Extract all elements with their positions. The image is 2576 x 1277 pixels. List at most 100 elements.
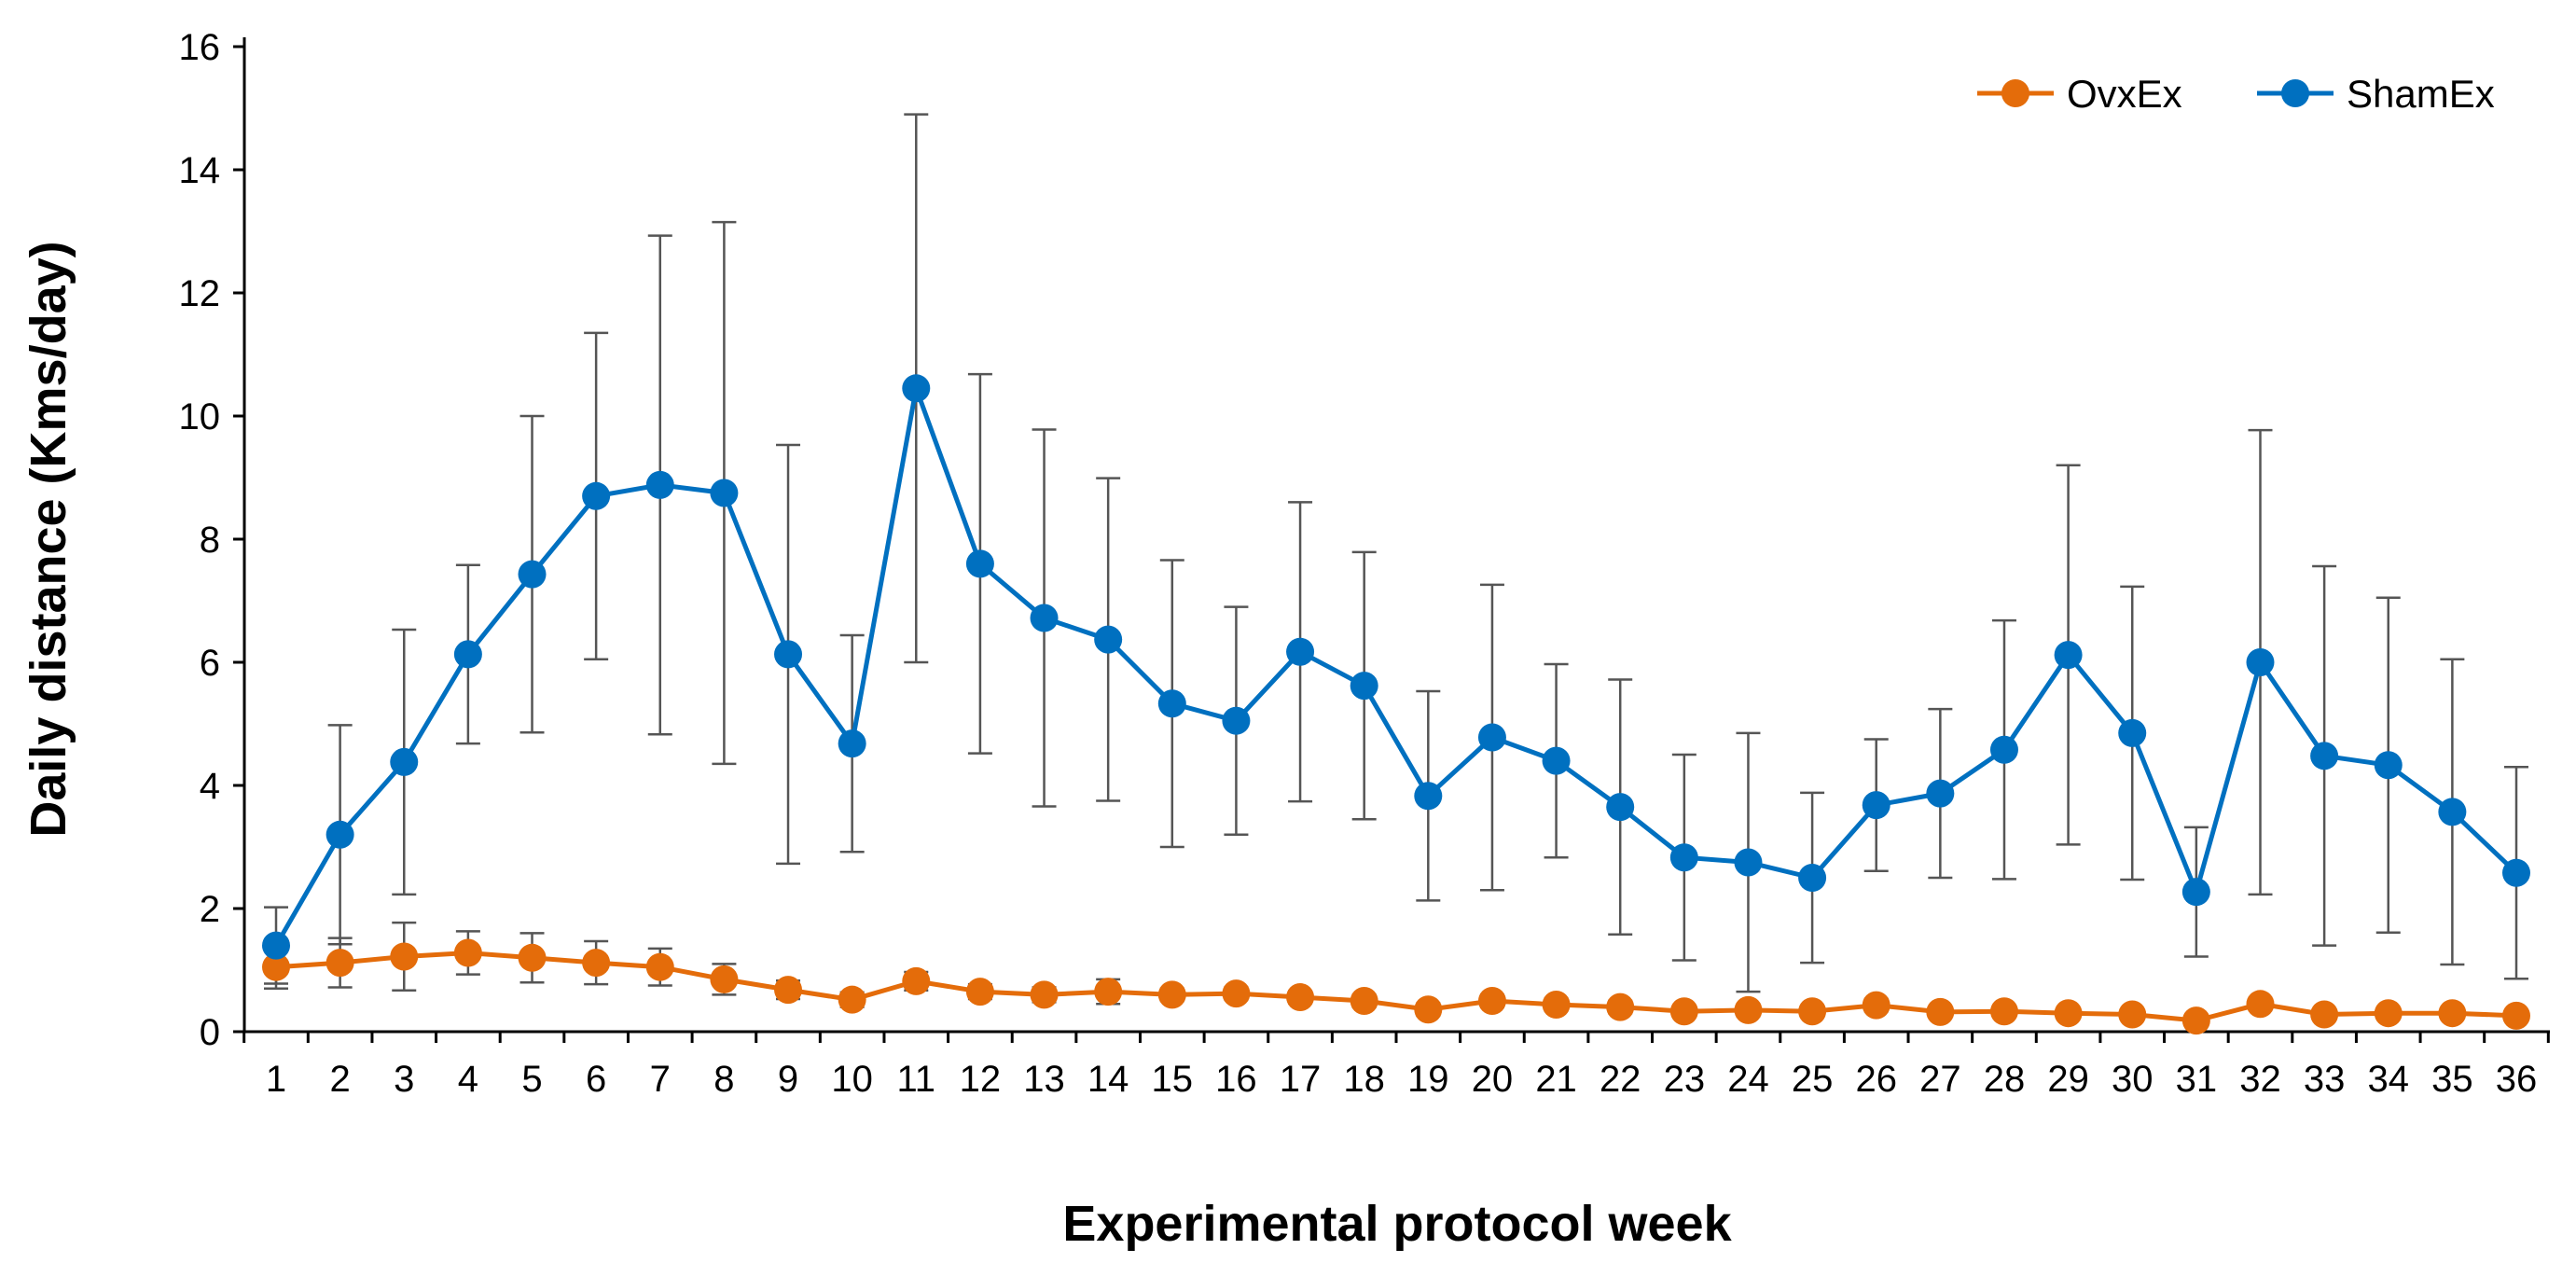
data-point-shamex <box>1669 843 1698 872</box>
data-point-shamex <box>965 549 994 578</box>
x-tick-label: 6 <box>586 1059 606 1100</box>
data-point-ovxex <box>774 976 803 1005</box>
x-tick-label: 28 <box>1984 1059 2026 1100</box>
legend-label: ShamEx <box>2347 72 2495 116</box>
data-point-ovxex <box>1414 995 1443 1024</box>
data-point-ovxex <box>582 949 611 978</box>
data-point-shamex <box>262 931 290 960</box>
data-point-shamex <box>1414 782 1443 811</box>
data-point-shamex <box>2054 641 2083 670</box>
data-point-ovxex <box>1477 987 1506 1015</box>
series-line-shamex <box>273 379 2518 947</box>
x-tick-label: 34 <box>2367 1059 2409 1100</box>
y-tick-label: 4 <box>200 766 220 807</box>
data-point-shamex <box>325 820 354 849</box>
data-point-ovxex <box>2246 990 2275 1019</box>
data-point-shamex <box>582 481 611 510</box>
legend-marker <box>2001 79 2029 107</box>
y-tick-label: 12 <box>179 273 221 314</box>
data-point-shamex <box>453 640 482 669</box>
data-point-ovxex <box>710 965 739 993</box>
data-point-shamex <box>2246 648 2275 676</box>
legend-marker <box>2281 79 2309 107</box>
legend-item-ovxex: OvxEx <box>1977 72 2182 116</box>
data-point-ovxex <box>1669 997 1698 1026</box>
data-point-ovxex <box>838 985 866 1014</box>
data-point-ovxex <box>965 978 994 1006</box>
data-point-ovxex <box>1798 997 1827 1026</box>
x-tick-label: 8 <box>713 1059 734 1100</box>
data-point-shamex <box>1030 604 1059 632</box>
data-point-ovxex <box>453 938 482 967</box>
x-tick-label: 7 <box>650 1059 671 1100</box>
x-tick-label: 5 <box>521 1059 542 1100</box>
data-point-shamex <box>1606 793 1635 822</box>
data-point-shamex <box>1734 848 1763 877</box>
x-tick-label: 14 <box>1087 1059 1129 1100</box>
data-point-ovxex <box>1350 987 1378 1015</box>
data-point-shamex <box>2438 798 2467 826</box>
data-point-ovxex <box>390 942 419 971</box>
data-point-shamex <box>518 560 547 589</box>
x-tick-label: 3 <box>394 1059 414 1100</box>
data-point-shamex <box>2374 751 2403 780</box>
x-tick-label: 24 <box>1727 1059 1769 1100</box>
x-tick-label: 33 <box>2304 1059 2346 1100</box>
x-tick-label: 31 <box>2176 1059 2218 1100</box>
data-point-shamex <box>710 479 739 507</box>
data-point-shamex <box>1157 689 1186 718</box>
x-axis-title: Experimental protocol week <box>1062 1196 1732 1252</box>
data-point-shamex <box>2310 742 2339 770</box>
data-point-shamex <box>1798 864 1827 892</box>
x-tick-label: 11 <box>897 1059 936 1100</box>
data-point-ovxex <box>1286 983 1315 1012</box>
data-point-ovxex <box>2374 999 2403 1028</box>
data-point-shamex <box>1989 735 2018 764</box>
data-point-shamex <box>1286 637 1315 666</box>
x-tick-label: 12 <box>960 1059 1002 1100</box>
x-tick-label: 30 <box>2112 1059 2154 1100</box>
data-point-shamex <box>1542 746 1571 775</box>
data-point-shamex <box>2502 858 2530 887</box>
legend-item-shamex: ShamEx <box>2257 72 2495 116</box>
data-point-ovxex <box>645 952 674 981</box>
y-tick-label: 8 <box>200 520 220 561</box>
data-point-ovxex <box>1542 990 1571 1019</box>
data-point-ovxex <box>902 966 931 995</box>
data-point-ovxex <box>325 949 354 978</box>
data-point-ovxex <box>262 952 290 981</box>
data-point-ovxex <box>1157 980 1186 1009</box>
data-point-ovxex <box>2054 999 2083 1028</box>
x-tick-label: 36 <box>2496 1059 2538 1100</box>
data-point-shamex <box>902 374 931 403</box>
data-point-ovxex <box>1030 980 1059 1009</box>
x-tick-label: 10 <box>831 1059 873 1100</box>
data-point-shamex <box>838 729 866 758</box>
data-point-shamex <box>1350 672 1378 701</box>
data-point-shamex <box>1926 779 1955 808</box>
x-tick-label: 25 <box>1792 1059 1834 1100</box>
data-point-ovxex <box>2310 1000 2339 1029</box>
data-point-ovxex <box>1926 997 1955 1026</box>
x-tick-label: 18 <box>1343 1059 1385 1100</box>
x-tick-label: 15 <box>1152 1059 1194 1100</box>
x-tick-label: 29 <box>2047 1059 2089 1100</box>
data-point-shamex <box>2181 878 2210 907</box>
series-line-ovxex <box>275 951 2517 1023</box>
data-point-ovxex <box>2118 1000 2147 1029</box>
series-group <box>262 374 2530 1035</box>
data-point-ovxex <box>2181 1006 2210 1035</box>
data-point-shamex <box>390 747 419 776</box>
data-point-ovxex <box>518 943 547 972</box>
data-point-ovxex <box>1222 979 1251 1008</box>
data-point-ovxex <box>1094 978 1123 1006</box>
y-tick-label: 0 <box>200 1012 220 1053</box>
x-tick-label: 22 <box>1600 1059 1641 1100</box>
data-point-ovxex <box>2438 999 2467 1028</box>
data-point-shamex <box>2118 718 2147 747</box>
data-point-shamex <box>1094 625 1123 654</box>
legend-label: OvxEx <box>2067 72 2182 116</box>
data-point-shamex <box>1862 791 1890 820</box>
